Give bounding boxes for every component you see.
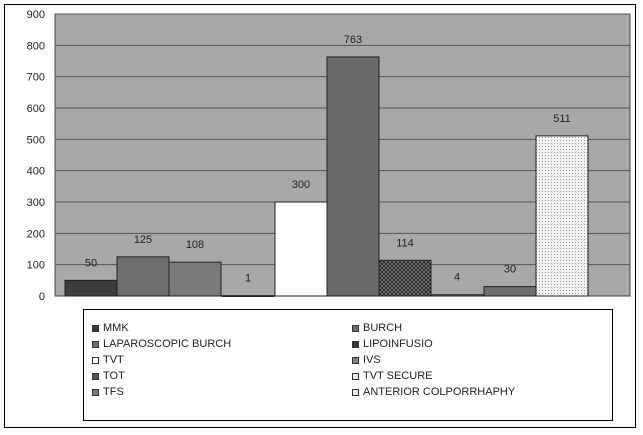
y-axis-ticks: 0 100 200 300 400 500 600 700 800 900 bbox=[27, 9, 45, 303]
legend-label: TOT bbox=[103, 370, 125, 382]
legend-swatch bbox=[352, 388, 359, 396]
data-label: 300 bbox=[292, 179, 310, 191]
y-tick-label: 600 bbox=[27, 103, 45, 115]
legend-item: TVT bbox=[92, 352, 352, 368]
bar-tvt bbox=[168, 261, 222, 297]
data-label: 511 bbox=[553, 113, 571, 125]
y-tick-label: 800 bbox=[27, 40, 45, 52]
legend-item: TFS bbox=[92, 384, 352, 400]
y-tick-label: 100 bbox=[27, 260, 45, 272]
legend-swatch bbox=[352, 356, 359, 364]
bars bbox=[64, 56, 589, 297]
legend-item: LIPOINFUSIO bbox=[352, 336, 612, 352]
data-label: 1 bbox=[245, 273, 251, 285]
legend-label: BURCH bbox=[363, 322, 403, 334]
legend-swatch bbox=[92, 372, 99, 380]
legend: MMK BURCH LAPAROSCOPIC BURCH LIPOINFUSIO TVT… bbox=[83, 309, 613, 421]
bar-chart: 0 100 200 300 400 500 600 700 800 900 50 125 108 1 30… bbox=[27, 9, 631, 303]
data-label: 50 bbox=[85, 257, 97, 269]
legend-label: TVT bbox=[103, 354, 124, 366]
legend-label: TFS bbox=[103, 386, 124, 398]
legend-swatch bbox=[92, 340, 99, 348]
data-label: 30 bbox=[504, 264, 516, 276]
legend-item: TVT SECURE bbox=[352, 368, 612, 384]
legend-item: MMK bbox=[92, 320, 352, 336]
y-tick-label: 200 bbox=[27, 228, 45, 240]
data-label: 108 bbox=[186, 239, 204, 251]
bar-tvt-secure bbox=[483, 286, 537, 297]
bar-ivs bbox=[430, 294, 484, 297]
data-label: 4 bbox=[454, 272, 460, 284]
y-tick-label: 300 bbox=[27, 197, 45, 209]
legend-item: BURCH bbox=[352, 320, 612, 336]
legend-swatch bbox=[352, 340, 359, 348]
legend-label: LIPOINFUSIO bbox=[363, 338, 433, 350]
legend-swatch bbox=[92, 356, 99, 364]
bar-lipoinfusio bbox=[378, 259, 432, 297]
legend-item: TOT bbox=[92, 368, 352, 384]
data-label: 125 bbox=[134, 234, 152, 246]
legend-label: ANTERIOR COLPORRHAPHY bbox=[363, 386, 516, 398]
y-tick-label: 500 bbox=[27, 134, 45, 146]
legend-swatch bbox=[352, 324, 359, 332]
legend-item: ANTERIOR COLPORRHAPHY bbox=[352, 384, 612, 400]
y-tick-label: 0 bbox=[39, 291, 45, 303]
y-tick-label: 400 bbox=[27, 166, 45, 178]
data-label: 114 bbox=[396, 237, 414, 249]
bar-anterior-colporrhaphy bbox=[535, 135, 589, 297]
bar-laparoscopic-burch bbox=[116, 256, 170, 297]
chart-frame: 0 100 200 300 400 500 600 700 800 900 50 125 108 1 30… bbox=[4, 4, 636, 428]
bar-tfs bbox=[274, 201, 328, 297]
legend-swatch bbox=[352, 372, 359, 380]
bar-burch bbox=[326, 56, 380, 297]
legend-label: MMK bbox=[103, 322, 129, 334]
y-tick-label: 700 bbox=[27, 72, 45, 84]
data-labels: 50 125 108 1 300 763 114 4 30 511 bbox=[85, 34, 571, 285]
legend-label: TVT SECURE bbox=[363, 370, 433, 382]
legend-swatch bbox=[92, 388, 99, 396]
bar-mmk bbox=[64, 279, 118, 297]
legend-swatch bbox=[92, 324, 99, 332]
data-label: 763 bbox=[344, 34, 362, 46]
legend-item: LAPAROSCOPIC BURCH bbox=[92, 336, 352, 352]
bar-tot bbox=[221, 295, 275, 297]
legend-label: LAPAROSCOPIC BURCH bbox=[103, 338, 232, 350]
legend-item: IVS bbox=[352, 352, 612, 368]
y-tick-label: 900 bbox=[27, 9, 45, 21]
legend-label: IVS bbox=[363, 354, 381, 366]
